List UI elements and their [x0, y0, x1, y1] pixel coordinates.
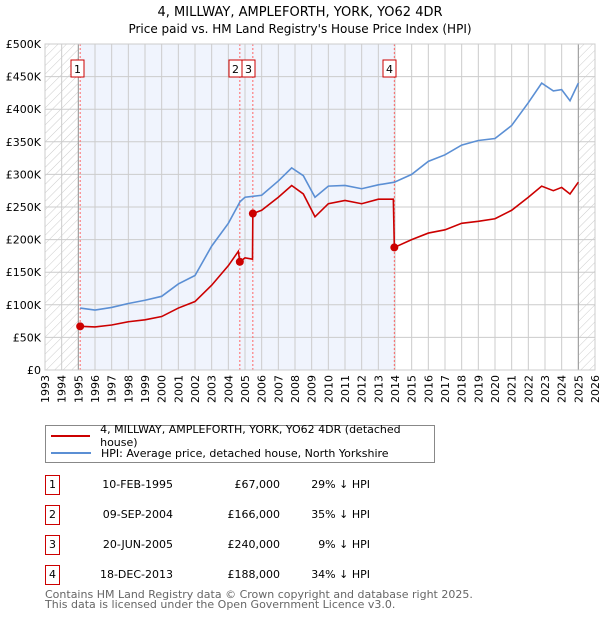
legend-swatch-red [51, 435, 91, 437]
cell-date: 18-DEC-2013 [99, 568, 173, 581]
x-tick-label: 2000 [156, 375, 169, 403]
x-tick-label: 2003 [206, 375, 219, 403]
y-tick-label: £50K [13, 331, 42, 344]
sale-point [235, 257, 244, 266]
property-price-line [80, 181, 579, 328]
x-tick-label: 2007 [272, 375, 285, 403]
sale-marker-box [382, 59, 397, 78]
cell-price: £188,000 [227, 568, 281, 581]
y-tick-label: £100K [6, 299, 42, 312]
x-tick-label: 2010 [322, 375, 335, 403]
legend-swatch-blue [51, 452, 91, 454]
x-tick-label: 2025 [572, 375, 585, 403]
sale-point [390, 243, 399, 252]
x-tick-label: 2015 [406, 375, 419, 403]
table-row: 2 09-SEP-2004 £166,000 35% ↓ HPI [45, 505, 445, 525]
cell-hpi: 35% ↓ HPI [311, 508, 370, 521]
x-tick-label: 2024 [556, 375, 569, 403]
y-tick-label: £250K [6, 201, 42, 214]
x-tick-label: 2026 [589, 375, 600, 403]
sale-point [76, 322, 85, 331]
cell-hpi: 9% ↓ HPI [318, 538, 370, 551]
legend-item-property: 4, MILLWAY, AMPLEFORTH, YORK, YO62 4DR (… [46, 423, 434, 449]
footer: Contains HM Land Registry data © Crown c… [45, 588, 473, 611]
x-tick-label: 2023 [539, 375, 552, 403]
x-tick-label: 1997 [106, 375, 119, 403]
x-tick-label: 2016 [422, 375, 435, 403]
x-tick-label: 2011 [339, 375, 352, 403]
x-tick-label: 2019 [472, 375, 485, 403]
cell-hpi: 29% ↓ HPI [311, 478, 370, 491]
x-tick-label: 1994 [56, 375, 69, 403]
x-tick-label: 2013 [372, 375, 385, 403]
x-tick-label: 1999 [139, 375, 152, 403]
y-tick-label: £200K [6, 234, 42, 247]
x-tick-label: 2009 [306, 375, 319, 403]
y-tick-label: £450K [6, 71, 42, 84]
x-tick-label: 1995 [72, 375, 85, 403]
y-tick-label: £150K [6, 266, 42, 279]
x-tick-label: 1993 [39, 375, 52, 403]
x-tick-label: 2021 [506, 375, 519, 403]
x-tick-label: 1998 [122, 375, 135, 403]
sale-marker-box [70, 59, 85, 78]
sale-marker-label: 2 [232, 63, 239, 76]
legend-item-hpi: HPI: Average price, detached house, Nort… [46, 445, 389, 461]
x-tick-label: 2008 [289, 375, 302, 403]
y-tick-label: £400K [6, 103, 42, 116]
x-tick-label: 2022 [522, 375, 535, 403]
cell-hpi: 34% ↓ HPI [311, 568, 370, 581]
x-tick-label: 2017 [439, 375, 452, 403]
legend: 4, MILLWAY, AMPLEFORTH, YORK, YO62 4DR (… [45, 423, 435, 463]
y-tick-label: £300K [6, 168, 42, 181]
legend-label: HPI: Average price, detached house, Nort… [101, 446, 389, 460]
price-chart: 4, MILLWAY, AMPLEFORTH, YORK, YO62 4DR P… [6, 5, 600, 403]
cell-price: £166,000 [227, 508, 281, 521]
chart-subtitle: Price paid vs. HM Land Registry's House … [128, 22, 471, 36]
sale-point [248, 209, 257, 218]
y-tick-label: £350K [6, 136, 42, 149]
sale-marker-label: 4 [386, 63, 393, 76]
x-tick-label: 2001 [172, 375, 185, 403]
y-tick-label: £500K [6, 38, 42, 51]
table-row: 3 20-JUN-2005 £240,000 9% ↓ HPI [45, 535, 445, 555]
x-tick-label: 2002 [189, 375, 202, 403]
hpi-line [80, 82, 580, 311]
x-tick-label: 2018 [456, 375, 469, 403]
chart-title: 4, MILLWAY, AMPLEFORTH, YORK, YO62 4DR [157, 5, 442, 20]
x-tick-label: 2006 [256, 375, 269, 403]
sale-marker-label: 1 [74, 63, 81, 76]
sale-marker-box [241, 59, 256, 78]
y-tick-label: £0 [27, 364, 41, 377]
x-tick-label: 2014 [389, 375, 402, 403]
x-tick-label: 1996 [89, 375, 102, 403]
cell-num: 3 [45, 535, 60, 555]
cell-num: 2 [45, 505, 60, 525]
cell-date: 09-SEP-2004 [102, 508, 173, 521]
footer-line: Contains HM Land Registry data © Crown c… [45, 588, 473, 601]
x-tick-label: 2005 [239, 375, 252, 403]
table-row: 1 10-FEB-1995 £67,000 29% ↓ HPI [45, 475, 445, 495]
cell-price: £67,000 [234, 478, 281, 491]
cell-date: 20-JUN-2005 [102, 538, 173, 551]
x-tick-label: 2020 [489, 375, 502, 403]
x-tick-label: 2004 [222, 375, 235, 403]
table-row: 4 18-DEC-2013 £188,000 34% ↓ HPI [45, 565, 445, 585]
cell-price: £240,000 [227, 538, 281, 551]
cell-num: 1 [45, 475, 60, 495]
legend-label: 4, MILLWAY, AMPLEFORTH, YORK, YO62 4DR (… [100, 423, 401, 449]
cell-num: 4 [45, 565, 60, 585]
cell-date: 10-FEB-1995 [102, 478, 173, 491]
footer-line: This data is licensed under the Open Gov… [45, 598, 396, 611]
sale-marker-label: 3 [245, 63, 252, 76]
x-tick-label: 2012 [356, 375, 369, 403]
plot-border [44, 43, 596, 371]
